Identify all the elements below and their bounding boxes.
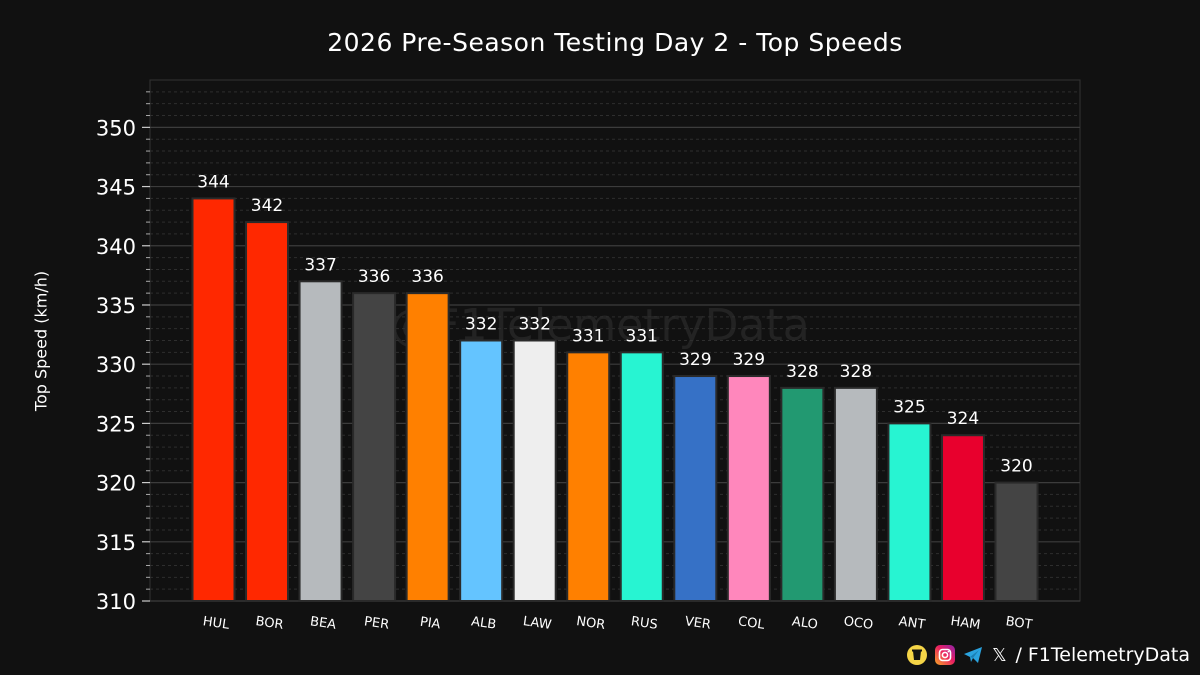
x-tick-label: PIA — [419, 615, 442, 633]
bar-ant — [887, 422, 932, 602]
bar-per — [352, 292, 397, 602]
x-tick-label: RUS — [630, 614, 659, 633]
data-label: 320 — [1000, 457, 1032, 477]
x-tick-label: OCO — [843, 614, 874, 633]
data-label: 332 — [465, 315, 497, 335]
x-icon[interactable]: 𝕏 — [992, 644, 1007, 666]
x-tick-label: ANT — [898, 614, 926, 633]
data-label: 328 — [840, 362, 872, 382]
bar-ver — [673, 375, 718, 603]
x-tick-label: VER — [684, 614, 712, 632]
y-tick-label: 320 — [96, 472, 136, 496]
data-label: 337 — [304, 255, 336, 275]
y-tick-label: 330 — [96, 353, 136, 377]
data-label: 331 — [572, 326, 604, 346]
bar-bea — [298, 280, 343, 602]
data-label: 336 — [358, 267, 390, 287]
bar-rus — [619, 351, 664, 602]
bar-law — [512, 339, 557, 602]
bar-alb — [459, 339, 504, 602]
data-label: 336 — [411, 267, 443, 287]
data-label: 342 — [251, 196, 283, 216]
data-label: 344 — [197, 172, 229, 192]
footer-handle[interactable]: / F1TelemetryData — [1015, 644, 1190, 666]
y-tick-label: 315 — [96, 531, 136, 555]
x-tick-label: BEA — [309, 614, 337, 632]
data-label: 325 — [893, 397, 925, 417]
data-label: 329 — [733, 350, 765, 370]
data-label: 329 — [679, 350, 711, 370]
buymeacoffee-icon[interactable] — [907, 645, 928, 665]
social-footer: 𝕏 / F1TelemetryData — [907, 644, 1190, 666]
x-tick-label: ALO — [791, 614, 819, 632]
bar-alo — [780, 386, 825, 603]
bar-bot — [994, 481, 1039, 602]
bar-hul — [191, 197, 236, 602]
instagram-icon[interactable] — [935, 645, 956, 665]
telegram-icon[interactable] — [963, 645, 983, 665]
grid-lines — [149, 79, 1081, 602]
y-tick-label: 340 — [96, 235, 136, 259]
bar-bor — [245, 221, 290, 602]
x-tick-label: PER — [363, 614, 390, 632]
bar-ham — [940, 434, 985, 602]
bar-oco — [833, 386, 878, 603]
bar-col — [726, 375, 771, 603]
x-tick-label: BOT — [1005, 614, 1034, 633]
data-label: 332 — [518, 315, 550, 335]
axes: 310 315 320 325 330 335 340 345 350 HUL BOR BEA PER P… — [96, 91, 1034, 633]
x-tick-label: HAM — [950, 614, 982, 633]
y-tick-label: 345 — [96, 176, 136, 200]
y-tick-label: 335 — [96, 294, 136, 318]
y-tick-label: 325 — [96, 412, 136, 436]
y-tick-label: 350 — [96, 116, 136, 140]
x-tick-label: LAW — [522, 614, 553, 633]
bars: 344 342 337 336 336 332 332 331 331 329 329 328 328 3… — [191, 172, 1039, 603]
bar-pia — [405, 292, 450, 602]
x-tick-label: HUL — [202, 614, 231, 633]
data-label: 331 — [626, 326, 658, 346]
x-tick-label: NOR — [575, 614, 606, 633]
chart-title: 2026 Pre-Season Testing Day 2 - Top Spee… — [327, 28, 903, 57]
bar-nor — [566, 351, 611, 602]
y-tick-label: 310 — [96, 590, 136, 614]
data-label: 324 — [947, 409, 979, 429]
data-label: 328 — [786, 362, 818, 382]
x-tick-label: ALB — [470, 614, 497, 632]
x-tick-label: BOR — [255, 614, 285, 633]
x-tick-label: COL — [737, 614, 766, 633]
